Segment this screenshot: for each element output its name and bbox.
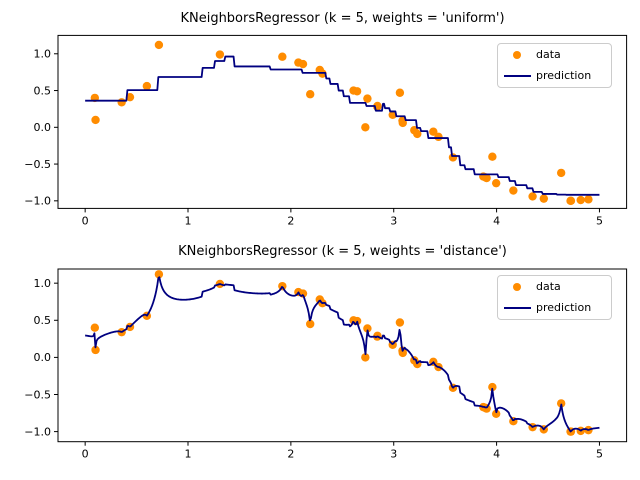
legend-swatch bbox=[498, 51, 536, 60]
data-point bbox=[576, 195, 585, 205]
axes-spine bbox=[57, 34, 628, 209]
prediction-line-icon bbox=[503, 74, 531, 77]
x-tick-label: 2 bbox=[287, 448, 294, 461]
subplot-uniform-title: KNeighborsRegressor (k = 5, weights = 'u… bbox=[180, 11, 505, 26]
data-marker-icon bbox=[513, 283, 521, 292]
data-point bbox=[125, 92, 135, 102]
y-tick-label: 0.0 bbox=[34, 121, 52, 134]
legend-row-data: data bbox=[498, 278, 611, 297]
data-marker-icon bbox=[513, 51, 521, 60]
x-tick-label: 1 bbox=[185, 214, 192, 227]
legend-row-prediction: prediction bbox=[498, 298, 611, 317]
data-point bbox=[215, 50, 225, 59]
x-tick-label: 4 bbox=[493, 448, 500, 461]
x-tick-label: 3 bbox=[390, 214, 397, 227]
data-point bbox=[429, 127, 438, 136]
data-point bbox=[482, 173, 491, 183]
data-point bbox=[91, 345, 100, 355]
data-point bbox=[306, 90, 315, 99]
legend-data-label: data bbox=[536, 280, 561, 294]
data-point bbox=[434, 132, 443, 142]
data-point bbox=[413, 129, 422, 139]
data-point bbox=[154, 40, 164, 50]
x-tick-label: 5 bbox=[596, 214, 603, 227]
data-point bbox=[298, 59, 308, 69]
subplot-distance-legend: data prediction bbox=[497, 275, 612, 320]
legend-data-label: data bbox=[536, 48, 561, 62]
data-point bbox=[566, 196, 576, 206]
data-point bbox=[488, 382, 497, 392]
data-point bbox=[556, 399, 566, 408]
x-tick-label: 4 bbox=[493, 214, 500, 227]
data-point bbox=[539, 194, 548, 203]
data-point bbox=[584, 195, 593, 204]
data-point bbox=[91, 115, 100, 125]
prediction-line-icon bbox=[503, 306, 531, 309]
axes-spine bbox=[57, 268, 628, 443]
data-point bbox=[395, 88, 405, 97]
x-tick-label: 5 bbox=[596, 448, 603, 461]
data-point bbox=[154, 270, 164, 279]
data-point bbox=[491, 178, 501, 188]
data-point bbox=[90, 323, 100, 332]
data-point bbox=[142, 81, 152, 91]
legend-row-data: data bbox=[498, 46, 611, 65]
legend-row-prediction: prediction bbox=[498, 66, 611, 85]
data-point bbox=[306, 319, 315, 329]
data-point bbox=[398, 118, 407, 128]
y-tick-label: 1.0 bbox=[34, 277, 52, 290]
data-point bbox=[361, 353, 370, 362]
y-tick-label: 1.0 bbox=[34, 48, 52, 61]
prediction-line bbox=[85, 55, 600, 196]
legend-prediction-label: prediction bbox=[536, 300, 592, 314]
x-tick-label: 1 bbox=[185, 448, 192, 461]
legend-swatch bbox=[498, 283, 536, 292]
y-tick-label: −1.0 bbox=[24, 195, 51, 208]
data-point bbox=[361, 123, 370, 132]
data-point bbox=[363, 94, 372, 103]
subplot-distance-title: KNeighborsRegressor (k = 5, weights = 'd… bbox=[178, 244, 507, 259]
legend-swatch bbox=[498, 306, 536, 309]
subplot-uniform-legend: data prediction bbox=[497, 43, 612, 88]
y-tick-label: 0.5 bbox=[34, 314, 52, 327]
x-tick-label: 0 bbox=[82, 448, 89, 461]
y-tick-label: −0.5 bbox=[24, 388, 51, 401]
prediction-line bbox=[85, 276, 600, 433]
y-tick-label: 0.0 bbox=[34, 351, 52, 364]
data-point bbox=[556, 168, 566, 178]
legend-swatch bbox=[498, 74, 536, 77]
y-tick-label: 0.5 bbox=[34, 84, 52, 97]
x-tick-label: 3 bbox=[390, 448, 397, 461]
data-point bbox=[352, 87, 362, 96]
data-point bbox=[528, 192, 537, 201]
data-point bbox=[278, 52, 287, 61]
y-tick-label: −1.0 bbox=[24, 425, 51, 438]
x-tick-label: 2 bbox=[287, 214, 294, 227]
data-point bbox=[491, 409, 501, 418]
data-point bbox=[363, 324, 372, 333]
data-point bbox=[398, 348, 407, 358]
data-point bbox=[482, 404, 491, 413]
data-point bbox=[509, 186, 518, 195]
data-point bbox=[488, 152, 497, 161]
x-tick-label: 0 bbox=[82, 214, 89, 227]
legend-prediction-label: prediction bbox=[536, 68, 592, 82]
y-tick-label: −0.5 bbox=[24, 158, 51, 171]
data-point bbox=[395, 318, 405, 327]
